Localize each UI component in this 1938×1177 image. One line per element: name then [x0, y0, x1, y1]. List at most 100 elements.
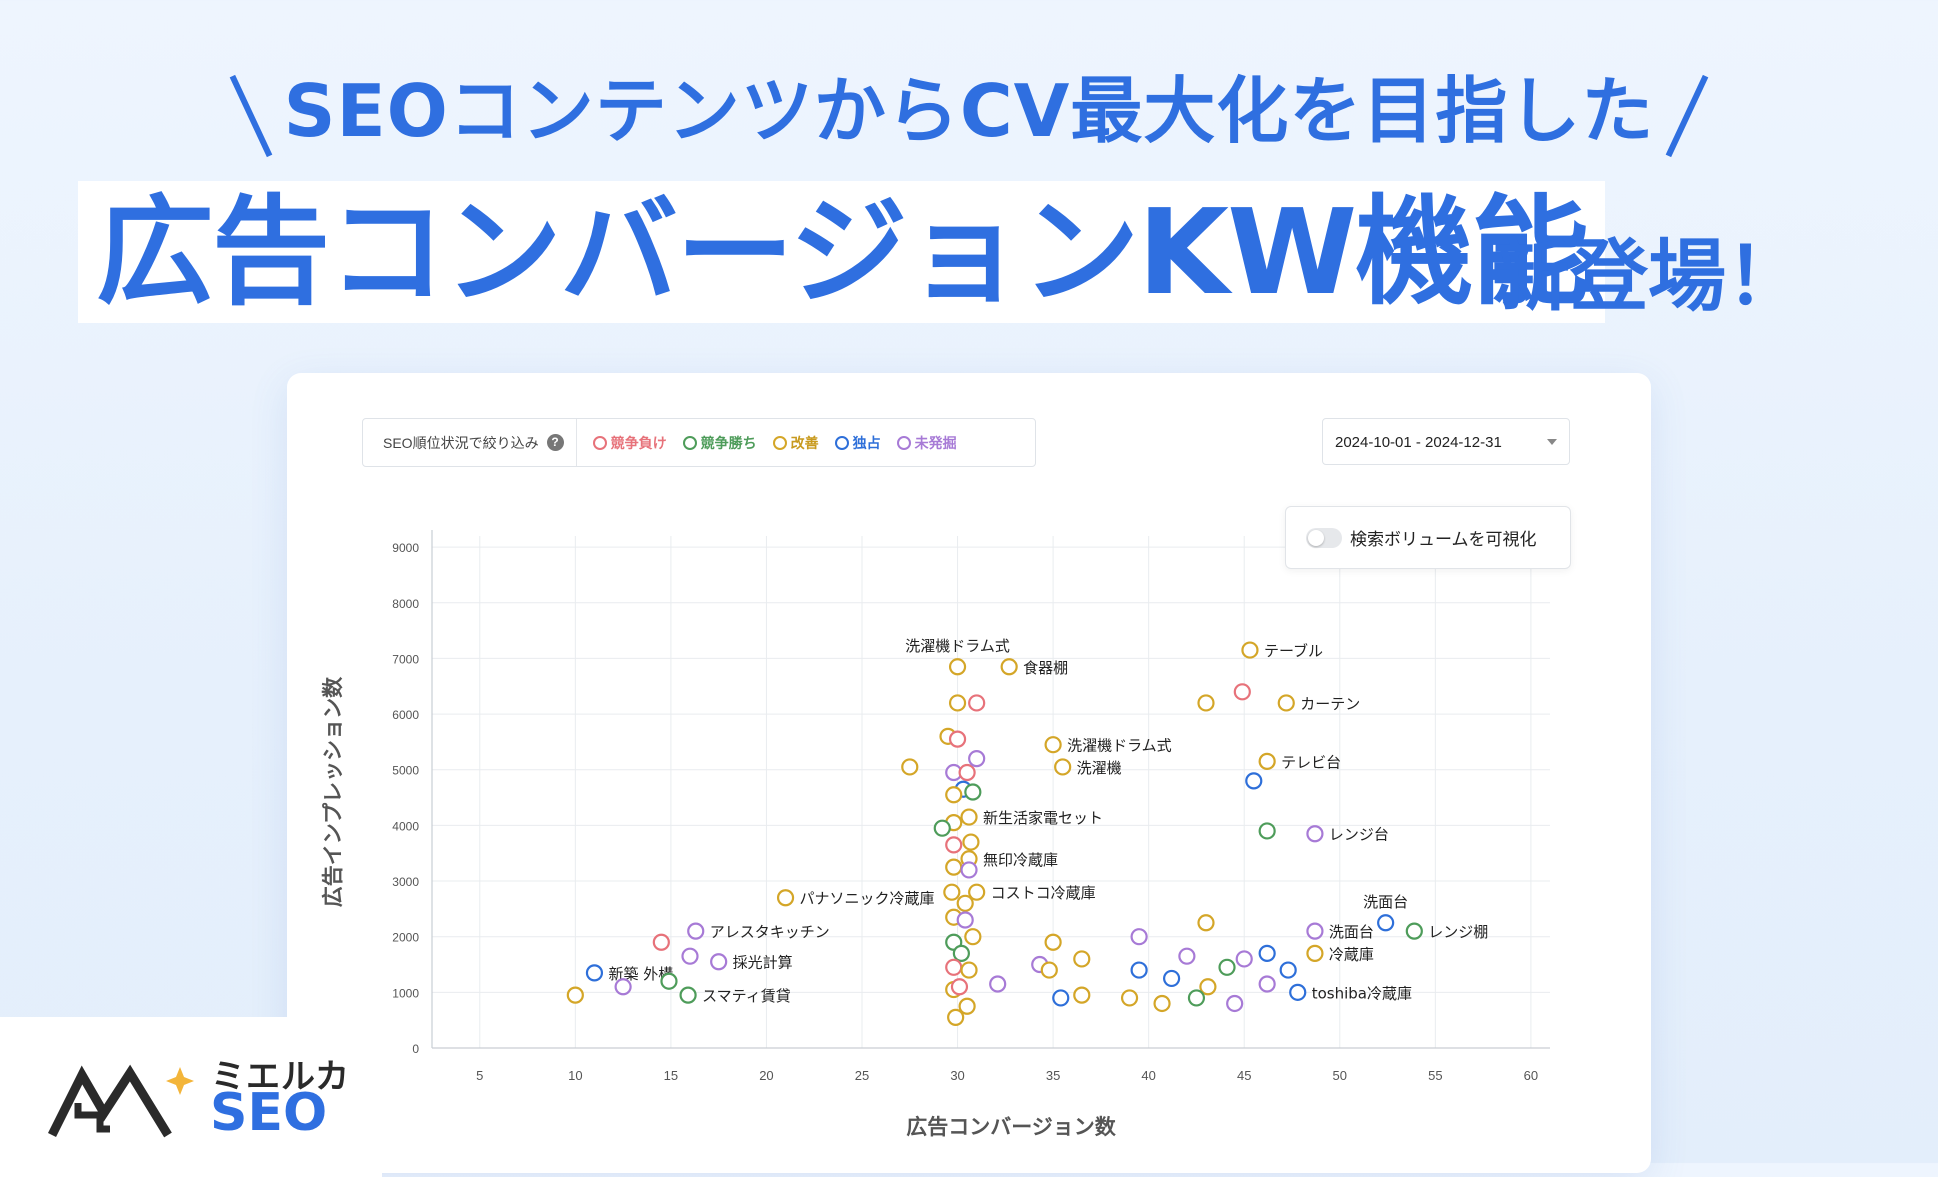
data-point-improve — [1306, 944, 1324, 962]
data-point-lose — [1233, 683, 1251, 701]
data-point-lose — [945, 836, 963, 854]
data-point-improve — [1044, 736, 1062, 754]
data-point-label: 洗面台 — [1329, 923, 1374, 941]
legend-label: 競争負け — [610, 434, 667, 451]
data-point-label: 洗濯機ドラム式 — [1067, 737, 1172, 755]
data-point-undisc — [681, 947, 699, 965]
data-point-undisc — [1306, 922, 1324, 940]
data-point-improve — [1258, 752, 1276, 770]
legend-item-monopoly[interactable]: 独占 — [834, 433, 881, 453]
data-point-improve — [1120, 989, 1139, 1007]
x-tick-label: 20 — [759, 1068, 773, 1083]
seo-rank-filter[interactable]: SEO順位状況で絞り込み ? 競争負け 競争勝ち 改善 独占 未発掘 — [362, 418, 1036, 467]
data-point-improve — [1073, 950, 1091, 968]
data-point-undisc — [1235, 950, 1253, 968]
data-point-undisc — [1226, 994, 1244, 1013]
brand-product: SEO — [210, 1083, 328, 1143]
y-tick-label: 1000 — [392, 986, 419, 1000]
x-tick-label: 40 — [1141, 1068, 1155, 1083]
data-point-win — [964, 783, 982, 801]
data-point-lose — [948, 730, 967, 748]
data-point-improve — [945, 858, 963, 876]
win-dot-icon — [682, 435, 697, 450]
data-point-label: テレビ台 — [1281, 753, 1341, 771]
x-tick-label: 15 — [664, 1068, 678, 1083]
date-range-select[interactable]: 2024-10-01 - 2024-12-31 — [1322, 418, 1570, 465]
data-point-label: パナソニック冷蔵庫 — [800, 890, 935, 908]
data-point-improve — [1241, 641, 1259, 659]
y-tick-label: 5000 — [392, 764, 419, 778]
data-point-improve — [1197, 914, 1215, 932]
data-point-win — [1187, 989, 1206, 1007]
y-tick-label: 3000 — [392, 875, 419, 889]
y-tick-label: 0 — [412, 1042, 419, 1056]
data-point-undisc — [956, 911, 974, 929]
data-point-lose — [958, 763, 976, 782]
volume-toggle-box[interactable]: 検索ボリュームを可視化 — [1285, 506, 1571, 569]
legend-item-win[interactable]: 競争勝ち — [682, 433, 757, 453]
data-point-undisc — [1178, 947, 1196, 965]
chevron-down-icon — [1547, 439, 1557, 445]
data-point-undisc — [710, 953, 728, 971]
data-point-improve — [962, 833, 980, 851]
main-title: 広告コンバージョンKW機能 — [78, 181, 1606, 323]
data-point-mono — [585, 964, 604, 982]
data-point-undisc — [1258, 975, 1276, 993]
data-point-improve — [1044, 933, 1062, 951]
data-point-improve — [956, 894, 974, 912]
filter-label: SEO順位状況で絞り込み ? — [363, 419, 577, 466]
data-point-mono — [1289, 983, 1307, 1001]
legend-item-lose[interactable]: 競争負け — [592, 433, 667, 453]
data-point-label: レンジ台 — [1329, 826, 1389, 844]
legend-label: 未発掘 — [914, 434, 957, 451]
x-tick-label: 50 — [1333, 1068, 1347, 1083]
monopoly-dot-icon — [834, 435, 849, 450]
data-point-undisc — [968, 750, 986, 768]
data-point-improve — [1073, 986, 1091, 1004]
data-point-mono — [1279, 961, 1297, 979]
data-point-label: スマティ賃貸 — [702, 987, 791, 1005]
improve-dot-icon — [772, 435, 787, 450]
data-point-label: 洗濯機ドラム式 — [905, 637, 1010, 655]
volume-toggle-label: 検索ボリュームを可視化 — [1350, 530, 1537, 549]
y-tick-label: 8000 — [392, 597, 419, 611]
data-point-mono — [1245, 772, 1263, 790]
data-point-win — [660, 972, 678, 990]
data-point-improve — [960, 808, 978, 826]
x-tick-label: 10 — [568, 1068, 582, 1083]
headline-text: SEOコンテンツからCV最大化を目指した — [283, 69, 1655, 153]
brand-badge: ミエルカ SEO — [0, 1017, 382, 1177]
data-point-improve — [1153, 994, 1171, 1013]
data-point-mono — [1162, 969, 1181, 988]
data-point-improve — [1197, 694, 1215, 712]
data-point-label: toshiba冷蔵庫 — [1312, 984, 1412, 1002]
data-point-undisc — [687, 922, 705, 940]
data-point-label: カーテン — [1300, 695, 1360, 713]
data-point-win — [952, 944, 970, 962]
help-icon[interactable]: ? — [546, 434, 564, 451]
volume-toggle-switch[interactable] — [1306, 527, 1342, 548]
data-point-improve — [948, 694, 967, 712]
legend-item-undiscovered[interactable]: 未発掘 — [896, 433, 957, 453]
data-point-improve — [566, 986, 584, 1004]
y-tick-label: 7000 — [392, 652, 419, 666]
data-point-improve — [947, 1008, 965, 1026]
data-point-label: 冷蔵庫 — [1329, 945, 1374, 963]
x-tick-label: 35 — [1046, 1068, 1060, 1083]
filter-label-text: SEO順位状況で絞り込み — [383, 434, 539, 451]
data-point-improve — [1040, 961, 1058, 979]
toggle-knob — [1308, 529, 1324, 546]
data-point-improve — [968, 883, 986, 901]
data-point-label: コストコ冷蔵庫 — [991, 884, 1096, 902]
brand-name: ミエルカ — [211, 1057, 350, 1097]
legend-item-improve[interactable]: 改善 — [772, 433, 819, 453]
x-tick-label: 60 — [1524, 1068, 1538, 1083]
data-point-win — [1405, 922, 1423, 940]
data-point-improve — [960, 961, 978, 979]
data-point-undisc — [989, 975, 1007, 993]
data-point-improve — [945, 786, 963, 804]
data-point-label: 採光計算 — [733, 954, 793, 972]
data-point-label: 無印冷蔵庫 — [983, 851, 1058, 869]
data-point-improve — [964, 928, 982, 946]
lose-dot-icon — [592, 435, 607, 450]
